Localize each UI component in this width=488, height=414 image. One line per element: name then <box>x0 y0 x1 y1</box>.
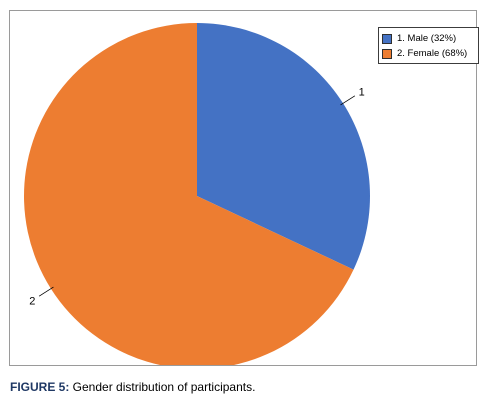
legend-label-female: 2. Female (68%) <box>397 48 468 59</box>
legend-item-female: 2. Female (68%) <box>382 46 478 61</box>
figure-caption-text: Gender distribution of participants. <box>69 380 256 394</box>
slice-label-female: 2 <box>29 295 35 307</box>
pie-slice-male <box>197 23 370 270</box>
legend-swatch-female <box>382 48 392 59</box>
figure-caption: FIGURE 5: Gender distribution of partici… <box>10 380 255 394</box>
pie-slice-female <box>24 23 354 365</box>
chart-legend: 1. Male (32%) 2. Female (68%) <box>378 27 479 64</box>
slice-label-male: 1 <box>359 87 365 99</box>
legend-label-male: 1. Male (32%) <box>397 33 457 44</box>
figure-caption-label: FIGURE 5: <box>10 380 70 394</box>
pie-chart: 12 <box>24 23 370 365</box>
leader-line-male <box>340 95 356 106</box>
leader-line-female <box>38 286 54 297</box>
legend-swatch-male <box>382 33 392 44</box>
legend-item-male: 1. Male (32%) <box>382 31 478 46</box>
